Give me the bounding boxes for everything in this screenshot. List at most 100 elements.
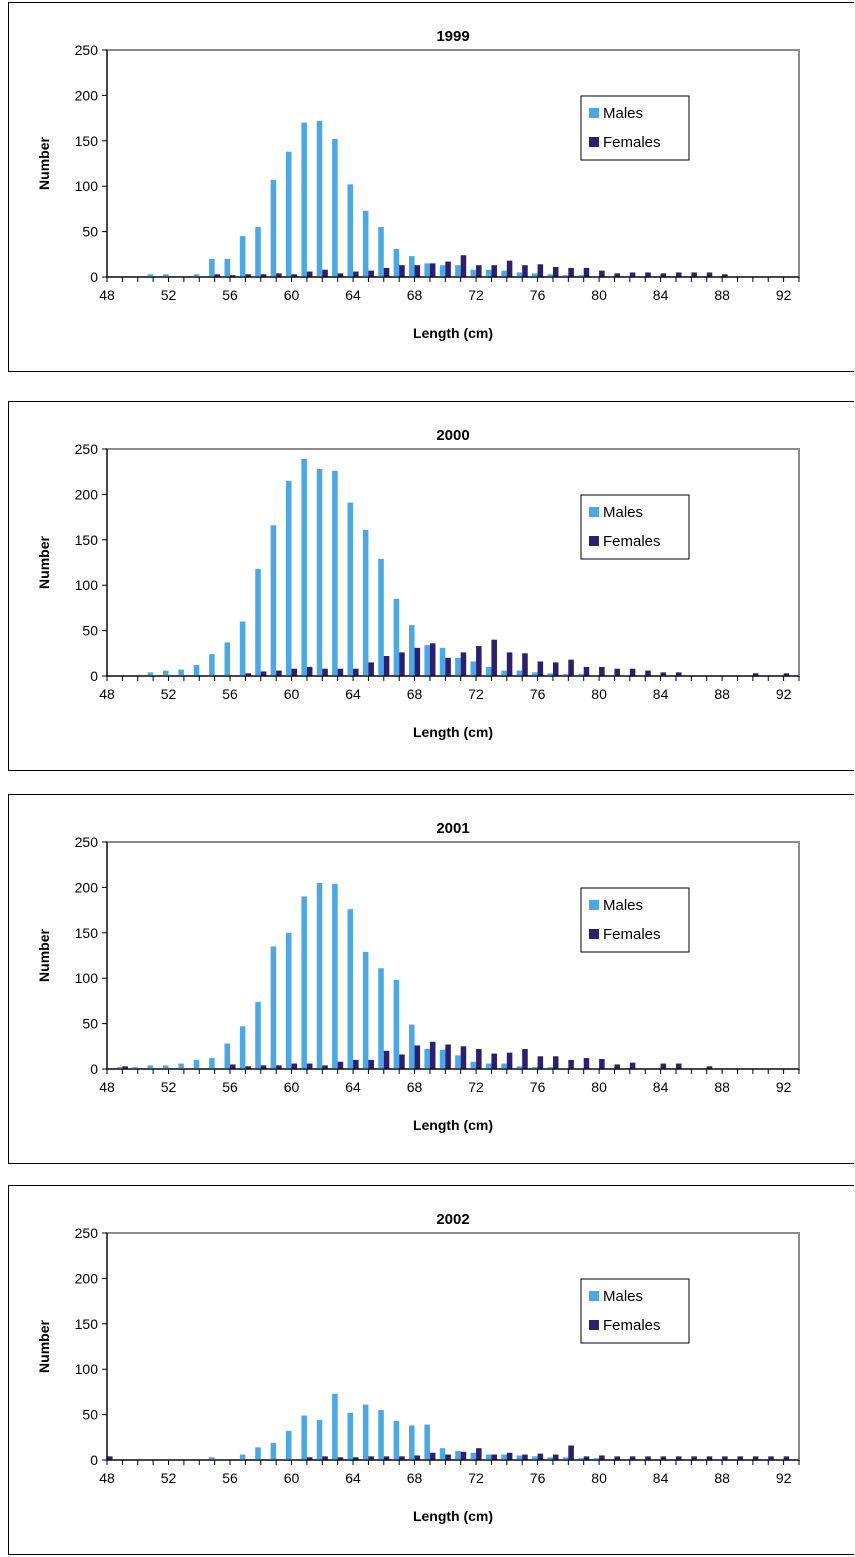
- males-bar: [316, 882, 323, 1069]
- males-bar: [286, 1430, 292, 1460]
- males-bar: [178, 669, 184, 676]
- males-bar: [516, 670, 523, 676]
- males-bar: [593, 1458, 600, 1460]
- x-tick-label: 52: [161, 1079, 177, 1095]
- females-bar: [552, 267, 559, 277]
- females-bar: [537, 264, 544, 277]
- legend-label-males: Males: [603, 897, 643, 914]
- x-tick-label: 56: [222, 287, 238, 303]
- males-bar: [409, 1425, 415, 1460]
- females-bar: [383, 656, 390, 676]
- males-bar: [562, 275, 569, 277]
- males-bar: [439, 1448, 446, 1460]
- chart-panel-2001: 2001 0 50 100 150 200 250 48 52 56 60 64 68 72 76 80 84 8…: [8, 794, 854, 1164]
- males-bar: [501, 270, 507, 277]
- legend-swatch-females: [589, 1320, 599, 1330]
- females-bar: [537, 1453, 544, 1460]
- females-bar: [291, 668, 298, 676]
- y-tick-label: 50: [82, 224, 98, 240]
- legend-swatch-males: [589, 108, 599, 118]
- x-tick-label: 80: [591, 1470, 607, 1486]
- males-bar: [424, 263, 430, 277]
- females-bar: [660, 273, 667, 277]
- females-bar: [614, 273, 621, 277]
- x-tick-label: 64: [345, 1079, 361, 1095]
- legend-label-males: Males: [603, 105, 643, 122]
- females-bar: [583, 267, 590, 277]
- x-tick-label: 68: [407, 686, 423, 702]
- females-bar: [768, 1456, 774, 1460]
- females-bar: [353, 271, 359, 277]
- females-bar: [383, 1050, 390, 1069]
- x-axis-label: Length (cm): [413, 1117, 493, 1133]
- males-bar: [239, 1454, 246, 1460]
- females-bar: [568, 1445, 574, 1460]
- y-tick-label: 250: [75, 42, 99, 58]
- males-bar: [532, 273, 538, 277]
- males-bar: [532, 672, 538, 676]
- x-tick-label: 68: [407, 1079, 423, 1095]
- plot-area-frame: [106, 448, 800, 677]
- x-tick-label: 60: [284, 1079, 300, 1095]
- females-bar: [783, 1456, 790, 1460]
- females-bar: [260, 274, 267, 277]
- y-tick-label: 200: [75, 879, 99, 895]
- y-tick-label: 250: [75, 1225, 99, 1241]
- x-tick-label: 76: [530, 1470, 546, 1486]
- females-bar: [460, 1451, 467, 1460]
- females-bar: [691, 272, 697, 277]
- females-bar: [599, 666, 605, 676]
- females-bar: [337, 1457, 344, 1460]
- males-bar: [301, 122, 307, 277]
- females-bar: [568, 659, 574, 676]
- x-tick-label: 84: [653, 686, 669, 702]
- x-tick-label: 64: [345, 287, 361, 303]
- y-tick-label: 50: [82, 623, 98, 639]
- x-axis-label: Length (cm): [413, 724, 493, 740]
- females-bar: [568, 267, 574, 277]
- x-tick-label: 88: [714, 287, 730, 303]
- y-axis-label: Number: [36, 1320, 52, 1373]
- males-bar: [485, 1454, 492, 1460]
- females-bar: [445, 1044, 451, 1069]
- x-tick-label: 56: [222, 1079, 238, 1095]
- females-bar: [706, 272, 713, 277]
- x-tick-label: 92: [776, 287, 792, 303]
- females-bar: [737, 1456, 744, 1460]
- females-bar: [537, 1056, 544, 1069]
- females-bar: [522, 265, 528, 277]
- females-bar: [383, 1456, 390, 1460]
- females-bar: [476, 1049, 482, 1069]
- females-bar: [614, 1456, 621, 1460]
- x-tick-label: 52: [161, 1470, 177, 1486]
- males-bar: [409, 625, 415, 676]
- females-bar: [752, 1456, 759, 1460]
- females-bar: [230, 1064, 236, 1069]
- x-tick-label: 60: [284, 287, 300, 303]
- males-bar: [455, 1450, 461, 1460]
- females-bar: [245, 1066, 251, 1069]
- females-bar: [399, 1054, 405, 1069]
- females-bar: [552, 1056, 559, 1069]
- females-bar: [399, 1456, 405, 1460]
- males-bar: [270, 946, 277, 1069]
- males-bar: [455, 1055, 461, 1069]
- females-bar: [399, 265, 405, 277]
- legend: Males Females: [580, 887, 690, 953]
- males-bar: [301, 458, 307, 676]
- females-bar: [506, 260, 513, 277]
- males-bar: [362, 210, 369, 277]
- y-tick-label: 100: [75, 1361, 99, 1377]
- y-tick-label: 250: [75, 834, 99, 850]
- males-bar: [347, 184, 354, 277]
- males-bar: [578, 1458, 584, 1460]
- females-bar: [322, 1065, 328, 1069]
- x-tick-label: 80: [591, 686, 607, 702]
- females-bar: [245, 673, 251, 676]
- y-tick-label: 0: [90, 668, 98, 684]
- males-bar: [409, 1024, 415, 1069]
- females-bar: [368, 662, 374, 676]
- legend-box: [580, 887, 690, 953]
- chart-title: 1999: [436, 28, 469, 45]
- males-bar: [362, 951, 369, 1069]
